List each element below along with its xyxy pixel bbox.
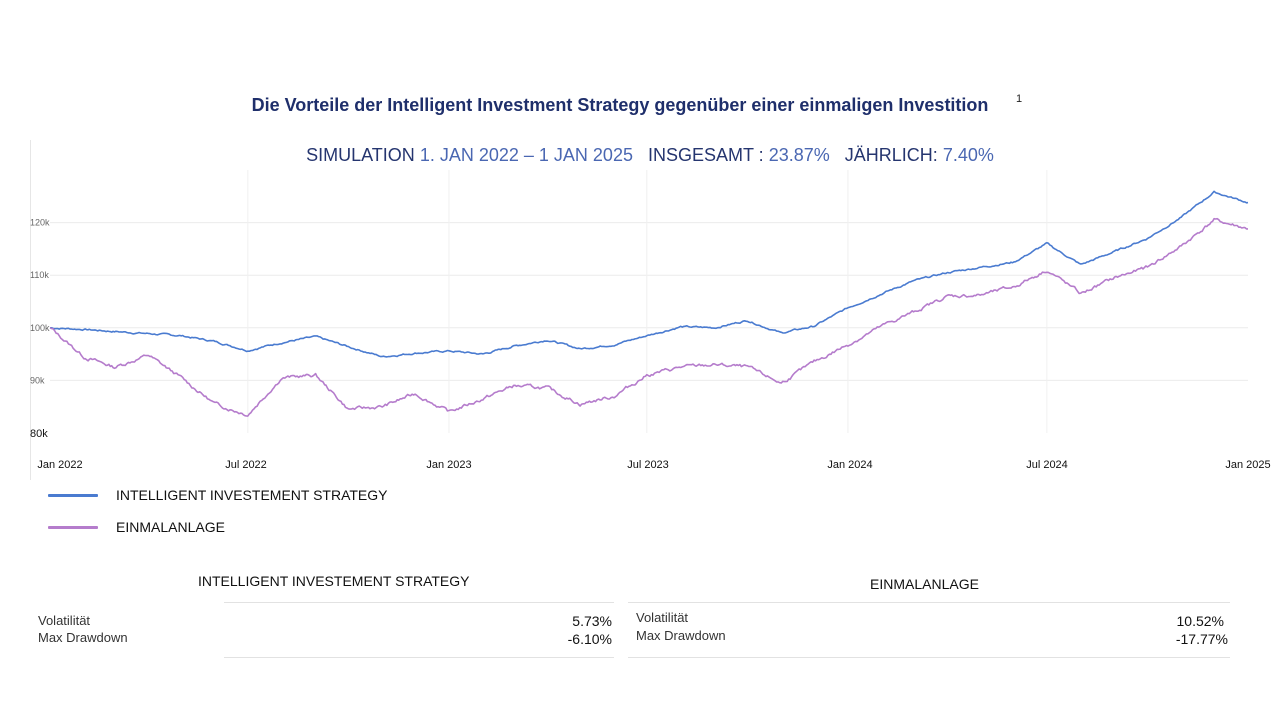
stats-value-volatility-single: 10.52% — [1176, 613, 1224, 629]
y-axis-ticks: 80k 90k 100k 110k 120k — [30, 218, 50, 440]
x-axis-ticks: Jan 2022 Jul 2022 Jan 2023 Jul 2023 Jan 2024… — [37, 459, 1270, 471]
stats-divider-strategy-top — [224, 602, 614, 603]
y-tick-label: 110k — [30, 270, 49, 280]
footnote-marker: 1 — [1016, 93, 1023, 105]
total-label: INSGESAMT : — [647, 145, 764, 165]
y-tick-label: 90k — [30, 375, 45, 385]
stats-label-volatility-single: Volatilität — [636, 610, 689, 625]
legend-label-single: EINMALANLAGE — [116, 519, 225, 535]
stats-title-strategy: INTELLIGENT INVESTEMENT STRATEGY — [198, 573, 470, 589]
chart-frame-edge — [30, 140, 31, 480]
legend-label-strategy: INTELLIGENT INVESTEMENT STRATEGY — [116, 487, 388, 503]
y-tick-label: 80k — [30, 428, 48, 440]
stats-divider-strategy-bottom — [224, 657, 614, 658]
y-tick-label: 120k — [30, 218, 50, 228]
stats-divider-single-bottom — [628, 657, 1230, 658]
annual-return: 7.40% — [942, 145, 994, 165]
chart-grid — [50, 170, 1248, 433]
legend-item-strategy[interactable]: INTELLIGENT INVESTEMENT STRATEGY — [48, 487, 388, 503]
total-return: 23.87% — [768, 145, 830, 165]
stats-divider-single-top — [628, 602, 1230, 603]
legend-swatch-single — [48, 525, 98, 529]
series-line-single — [49, 217, 1248, 417]
stats-label-drawdown-single: Max Drawdown — [636, 628, 726, 643]
stats-label-volatility-strategy: Volatilität — [38, 613, 91, 628]
simulation-label: SIMULATION — [306, 145, 415, 165]
legend-item-single[interactable]: EINMALANLAGE — [48, 519, 225, 535]
simulation-summary: SIMULATION 1. JAN 2022 – 1 JAN 2025 INSG… — [0, 145, 1280, 166]
x-tick-label: Jul 2024 — [1026, 459, 1068, 471]
stats-value-drawdown-strategy: -6.10% — [567, 631, 612, 647]
stats-value-volatility-strategy: 5.73% — [572, 613, 612, 629]
stats-value-drawdown-single: -17.77% — [1175, 631, 1228, 647]
page-title: Die Vorteile der Intelligent Investment … — [251, 95, 989, 115]
x-tick-label: Jan 2022 — [37, 459, 82, 471]
x-tick-label: Jul 2022 — [225, 459, 267, 471]
legend-swatch-strategy — [48, 493, 98, 497]
series-line-strategy — [50, 190, 1249, 358]
y-tick-label: 100k — [30, 323, 50, 333]
chart-series — [49, 190, 1249, 417]
x-tick-label: Jul 2023 — [627, 459, 669, 471]
stats-title-single: EINMALANLAGE — [870, 576, 979, 592]
annual-label: JÄHRLICH: — [844, 145, 938, 165]
simulation-period: 1. JAN 2022 – 1 JAN 2025 — [419, 145, 633, 165]
x-tick-label: Jan 2024 — [827, 459, 872, 471]
stats-label-drawdown-strategy: Max Drawdown — [38, 630, 128, 645]
x-tick-label: Jan 2025 — [1225, 459, 1270, 471]
x-tick-label: Jan 2023 — [426, 459, 471, 471]
